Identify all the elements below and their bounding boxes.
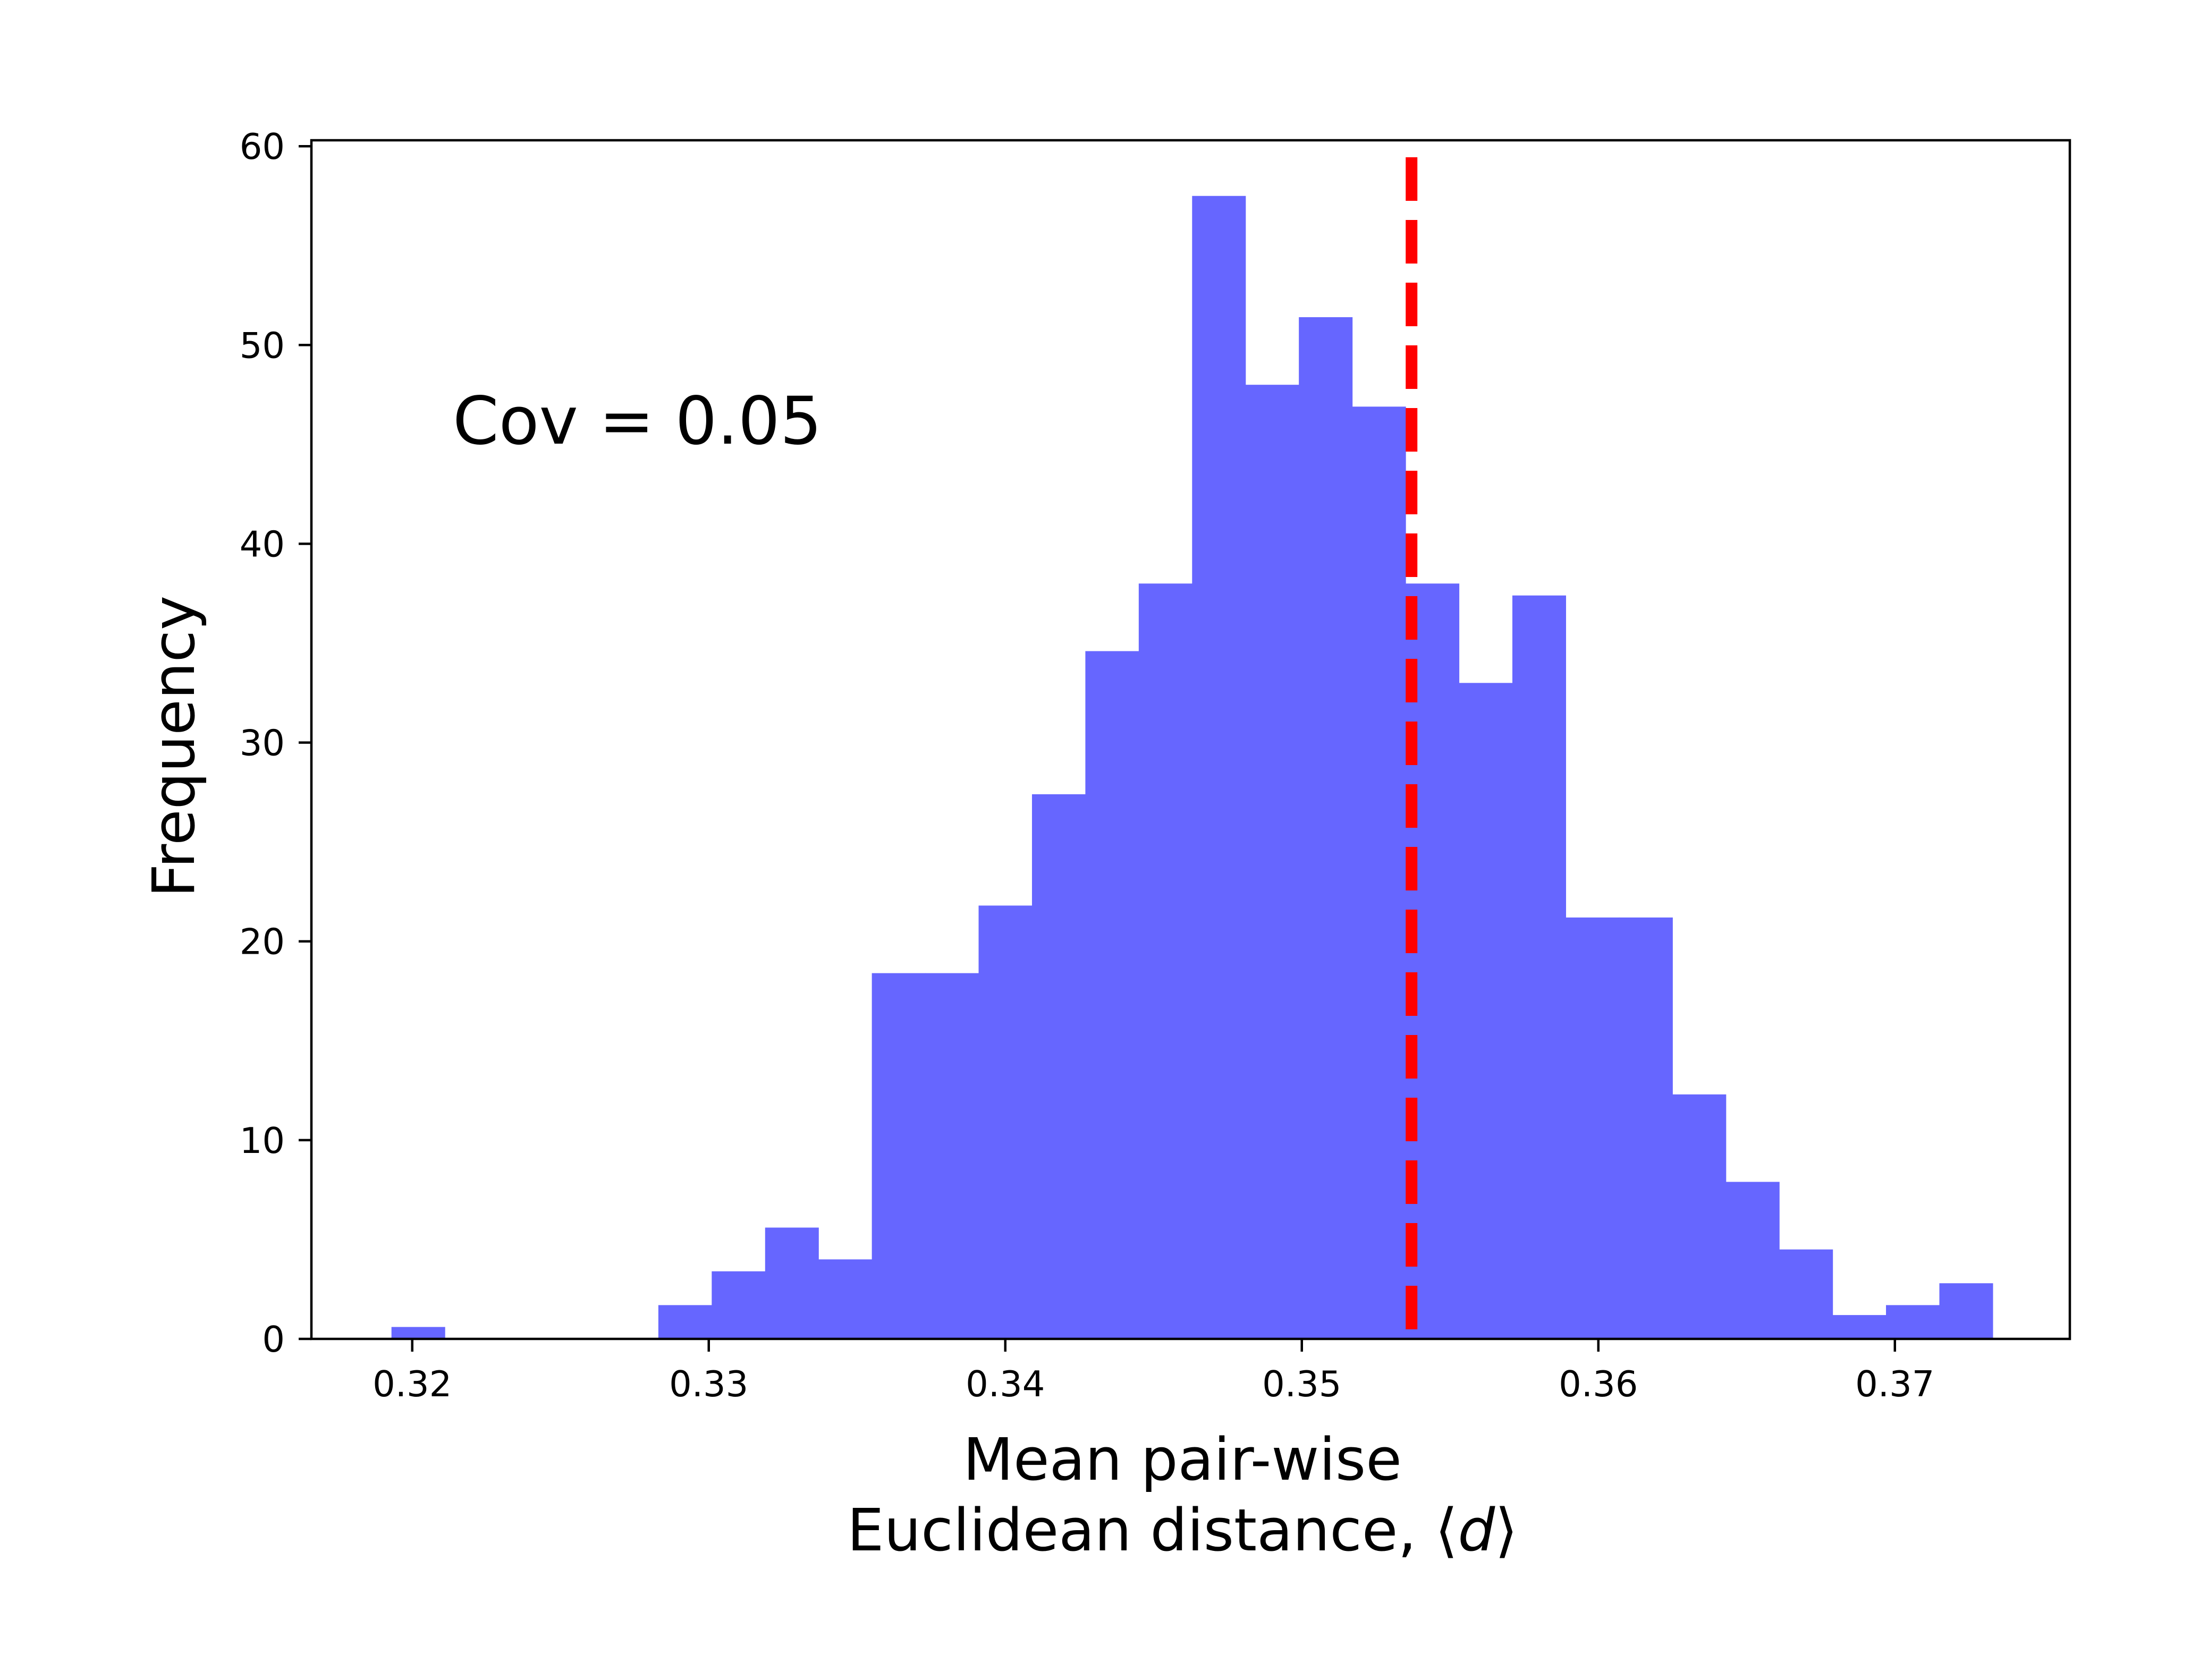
histogram-bar [712,1271,766,1339]
covariance-annotation: Cov = 0.05 [453,383,822,460]
histogram-bar [1832,1315,1887,1339]
histogram-bar [1566,917,1620,1339]
histogram-bar [1672,1094,1727,1339]
x-tick-label: 0.34 [966,1363,1045,1405]
x-axis-title-variable: d [1458,1496,1495,1564]
histogram-bar [1192,196,1246,1339]
histogram-bar [1352,406,1406,1339]
histogram-bar [1459,683,1513,1339]
histogram-bar [978,905,1033,1339]
x-axis-title-line2: Euclidean distance, ⟨d⟩ [847,1496,1518,1564]
y-tick-label: 20 [240,921,285,963]
histogram-bar [658,1305,712,1339]
y-tick-label: 30 [240,723,285,764]
histogram-bar [1619,917,1673,1339]
histogram-bar [1085,651,1139,1339]
histogram-bar [1299,317,1353,1339]
x-tick-label: 0.37 [1855,1363,1934,1405]
x-axis-title-line1: Mean pair-wise [963,1426,1402,1494]
histogram-bar [818,1259,873,1339]
histogram-bar [1939,1283,1993,1339]
histogram-bars [391,196,1993,1339]
x-tick-label: 0.32 [373,1363,452,1405]
x-axis-ticks: 0.32 0.33 0.34 0.35 0.36 0.37 [373,1339,1934,1405]
histogram-bar [391,1327,445,1339]
y-tick-label: 10 [240,1120,285,1161]
histogram-bar [1031,794,1086,1339]
histogram-bar [1245,385,1299,1339]
x-tick-label: 0.35 [1262,1363,1341,1405]
y-tick-label: 40 [240,523,285,565]
histogram-bar [1779,1249,1833,1339]
y-axis-ticks: 0 10 20 30 40 50 60 [240,126,311,1360]
y-tick-label: 0 [262,1319,285,1360]
x-axis-title-prefix: Euclidean distance, ⟨ [847,1496,1458,1564]
y-tick-label: 50 [240,325,285,366]
histogram-bar [1406,583,1460,1339]
histogram-bar [872,973,926,1339]
histogram-bar [925,973,979,1339]
histogram-bar [1138,583,1192,1339]
y-axis-title: Frequency [140,596,208,897]
histogram-bar [765,1227,819,1339]
y-tick-label: 60 [240,126,285,167]
x-tick-label: 0.33 [669,1363,748,1405]
x-axis-title-suffix: ⟩ [1495,1496,1518,1564]
plot-frame [310,139,2071,1340]
x-tick-label: 0.36 [1559,1363,1638,1405]
histogram-bar [1725,1182,1780,1339]
histogram-bar [1886,1305,1940,1339]
histogram-bar [1512,595,1566,1339]
